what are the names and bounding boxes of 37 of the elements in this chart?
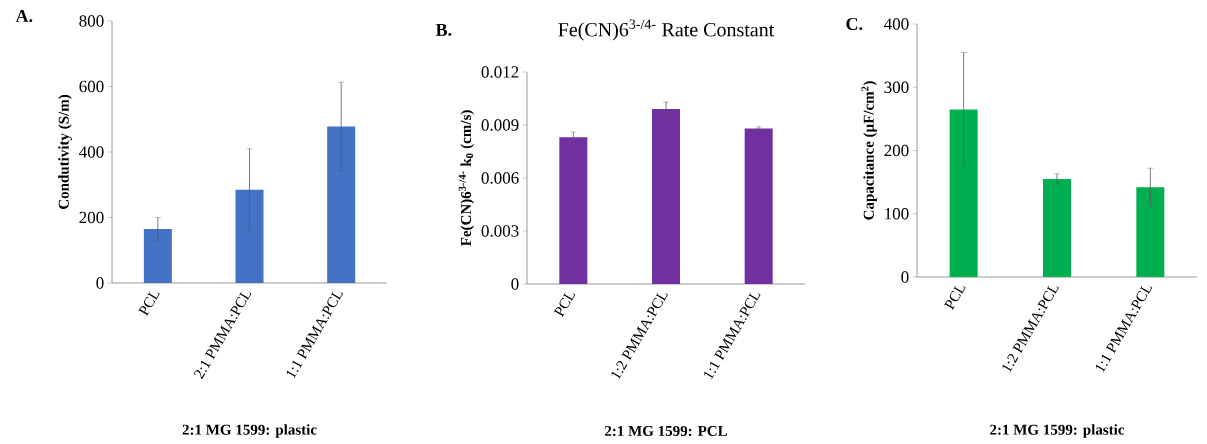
bar — [327, 126, 356, 283]
chart-title: Fe(CN)6$^{3-/4-}$ Rate Constant — [558, 19, 775, 41]
text: A. — [15, 9, 33, 23]
bar — [744, 128, 773, 284]
bar — [235, 189, 264, 283]
y-axis-title: Capacitance (µF/cm$^{2}$) — [861, 81, 877, 220]
y-tick-label: 400 — [79, 146, 104, 158]
y-tick-label: 600 — [79, 80, 104, 93]
y-tick-label: 100 — [885, 208, 909, 220]
bar — [1043, 178, 1071, 277]
bar — [559, 137, 588, 284]
bar — [949, 109, 978, 277]
x-axis-title: 2:1 MG 1599: PCL — [604, 425, 728, 437]
x-tick-label: PCL — [553, 292, 576, 318]
y-tick-label: 300 — [884, 81, 909, 93]
y-tick-label: 0.003 — [481, 225, 519, 237]
x-tick-label: PCL — [138, 291, 160, 317]
y-axis-title: Condutivity (S/m) — [58, 94, 72, 209]
y-tick-label: 0 — [511, 278, 519, 290]
text: B. — [435, 23, 452, 37]
y-tick-label: 0.009 — [481, 119, 519, 131]
y-tick-label: 400 — [884, 18, 909, 30]
x-tick-label: PCL — [944, 285, 966, 311]
bar — [1136, 187, 1165, 277]
bar — [652, 109, 681, 284]
y-tick-label: 0 — [901, 271, 909, 283]
x-axis-title: 2:1 MG 1599: plastic — [990, 424, 1125, 438]
y-tick-label: 800 — [79, 15, 104, 27]
y-tick-label: 200 — [884, 144, 909, 157]
y-tick-label: 200 — [79, 211, 104, 224]
bar — [143, 228, 172, 283]
y-tick-label: 0.012 — [481, 66, 519, 78]
y-tick-label: 0 — [96, 277, 104, 289]
x-axis-title: 2:1 MG 1599: plastic — [182, 424, 317, 438]
y-axis-title: Fe(CN)6$^{3-/4-}$ k$_{0}$ (cm/s) — [458, 110, 475, 247]
y-tick-label: 0.006 — [481, 172, 519, 184]
text: C. — [846, 17, 863, 31]
